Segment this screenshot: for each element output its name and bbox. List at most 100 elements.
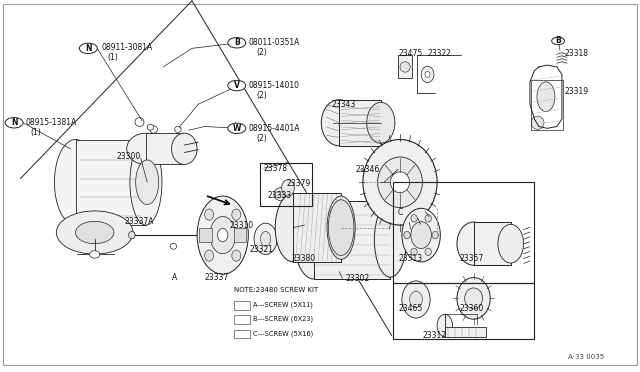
Circle shape xyxy=(228,80,246,91)
Text: 23380: 23380 xyxy=(291,254,316,263)
Text: 23337A: 23337A xyxy=(125,217,154,226)
Text: N: N xyxy=(85,44,92,53)
Ellipse shape xyxy=(411,248,417,256)
Text: A: A xyxy=(172,273,177,282)
Text: V: V xyxy=(234,81,240,90)
Text: 23321: 23321 xyxy=(250,245,274,254)
Ellipse shape xyxy=(254,223,277,254)
Text: 23379: 23379 xyxy=(287,179,311,187)
Bar xyxy=(260,163,312,206)
Bar xyxy=(393,182,534,283)
Ellipse shape xyxy=(282,180,294,196)
Bar xyxy=(398,55,412,78)
Ellipse shape xyxy=(374,203,406,277)
Ellipse shape xyxy=(432,231,438,239)
Bar xyxy=(234,315,250,324)
Ellipse shape xyxy=(127,133,165,164)
Text: 23346: 23346 xyxy=(355,165,380,174)
Ellipse shape xyxy=(205,250,214,261)
Circle shape xyxy=(228,38,246,48)
Ellipse shape xyxy=(457,278,490,319)
Text: 23343: 23343 xyxy=(332,100,356,109)
Ellipse shape xyxy=(197,196,248,274)
Text: 23337: 23337 xyxy=(205,273,229,282)
Ellipse shape xyxy=(457,222,490,265)
Bar xyxy=(76,140,146,225)
Ellipse shape xyxy=(56,211,133,254)
Text: 23310: 23310 xyxy=(229,221,253,230)
Bar xyxy=(445,327,486,337)
Circle shape xyxy=(228,123,246,134)
Ellipse shape xyxy=(76,221,114,244)
Ellipse shape xyxy=(400,62,410,72)
Bar xyxy=(339,100,381,146)
Text: C: C xyxy=(398,208,403,217)
Ellipse shape xyxy=(498,224,524,263)
Text: NOTE:23480 SCREW KIT: NOTE:23480 SCREW KIT xyxy=(234,287,318,293)
Bar xyxy=(146,133,184,164)
Text: B: B xyxy=(556,36,561,45)
Ellipse shape xyxy=(232,250,241,261)
Ellipse shape xyxy=(170,243,177,249)
Bar xyxy=(314,201,390,279)
Ellipse shape xyxy=(135,118,144,126)
Ellipse shape xyxy=(294,201,333,279)
Circle shape xyxy=(79,43,97,54)
Ellipse shape xyxy=(410,291,422,308)
Text: 08915-1381A: 08915-1381A xyxy=(26,118,77,127)
Ellipse shape xyxy=(425,215,431,222)
Text: N: N xyxy=(11,118,17,127)
Text: 08011-0351A: 08011-0351A xyxy=(248,38,300,47)
Ellipse shape xyxy=(402,208,440,262)
Ellipse shape xyxy=(129,231,135,239)
Ellipse shape xyxy=(150,126,157,133)
Text: 23465: 23465 xyxy=(398,304,422,313)
Ellipse shape xyxy=(54,140,97,225)
Text: A---SCREW (5X11): A---SCREW (5X11) xyxy=(253,302,313,308)
Bar xyxy=(393,283,534,339)
Ellipse shape xyxy=(425,248,431,256)
Ellipse shape xyxy=(425,71,430,77)
Bar xyxy=(293,193,341,262)
Bar xyxy=(474,222,511,265)
Ellipse shape xyxy=(210,217,236,254)
Text: 23302: 23302 xyxy=(346,274,370,283)
Ellipse shape xyxy=(465,288,483,309)
Ellipse shape xyxy=(275,193,311,262)
Ellipse shape xyxy=(321,100,357,146)
Ellipse shape xyxy=(411,222,431,248)
Ellipse shape xyxy=(136,160,159,205)
Text: W: W xyxy=(232,124,241,133)
Text: 23475: 23475 xyxy=(398,49,422,58)
Text: (1): (1) xyxy=(108,53,118,62)
Text: 23360: 23360 xyxy=(460,304,484,313)
Ellipse shape xyxy=(363,140,437,225)
Ellipse shape xyxy=(411,215,417,222)
Text: (1): (1) xyxy=(31,128,42,137)
Text: (2): (2) xyxy=(256,48,267,57)
Text: 23357: 23357 xyxy=(460,254,484,263)
Ellipse shape xyxy=(90,251,100,258)
Ellipse shape xyxy=(327,196,355,259)
Text: (2): (2) xyxy=(256,91,267,100)
Bar xyxy=(531,80,563,130)
Text: B: B xyxy=(234,38,239,47)
Text: B---SCREW (6X23): B---SCREW (6X23) xyxy=(253,316,313,323)
Ellipse shape xyxy=(232,209,241,220)
Ellipse shape xyxy=(437,314,452,337)
Circle shape xyxy=(552,37,564,45)
Text: 08911-3081A: 08911-3081A xyxy=(101,43,152,52)
Bar xyxy=(234,330,250,338)
Ellipse shape xyxy=(404,231,410,239)
Bar xyxy=(199,228,212,242)
Ellipse shape xyxy=(175,126,181,132)
Bar xyxy=(234,301,250,310)
Ellipse shape xyxy=(328,200,354,256)
Ellipse shape xyxy=(260,231,271,246)
Text: 23312: 23312 xyxy=(422,331,447,340)
Text: A·33 0035: A·33 0035 xyxy=(568,354,604,360)
Ellipse shape xyxy=(402,281,430,318)
Ellipse shape xyxy=(531,116,544,129)
Bar xyxy=(234,228,246,242)
Text: C---SCREW (5X16): C---SCREW (5X16) xyxy=(253,330,313,337)
